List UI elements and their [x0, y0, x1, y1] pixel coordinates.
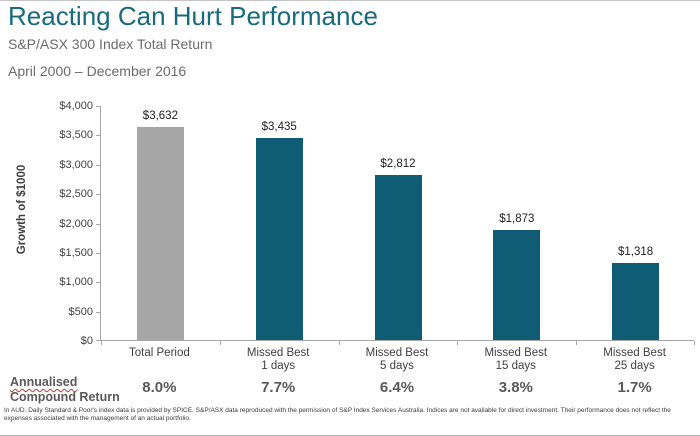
- y-tick-mark: [96, 252, 100, 254]
- y-axis-title: Growth of $1000: [16, 164, 28, 255]
- annualised-return-value: 1.7%: [617, 379, 652, 396]
- bar-3: [374, 174, 422, 340]
- bar-2: [255, 138, 303, 340]
- y-tick-label: $4,000: [59, 100, 93, 112]
- x-tick-mark: [219, 341, 221, 345]
- date-range: April 2000 – December 2016: [8, 63, 187, 79]
- y-tick-label: $3,000: [59, 158, 93, 171]
- y-tick-label: $2,000: [59, 217, 93, 230]
- y-tick-label: $3,500: [59, 129, 93, 142]
- x-tick-mark: [338, 341, 340, 345]
- bar-value-label: $1,873: [499, 212, 535, 225]
- annualised-return-value: 6.4%: [379, 379, 415, 396]
- y-tick-mark: [96, 311, 100, 313]
- y-tick-mark: [96, 106, 100, 107]
- category-axis-labels: Total Period Missed Best 1 days Missed Bes…: [100, 347, 694, 377]
- bar-1: [136, 126, 184, 340]
- annualised-return-label: Annualised Compound Return: [10, 375, 120, 405]
- y-tick-label: $2,500: [59, 188, 93, 201]
- y-tick-label: $1,500: [59, 246, 93, 259]
- x-tick-mark: [101, 341, 102, 345]
- category-label: Missed Best 25 days: [603, 347, 666, 372]
- x-tick-mark: [457, 341, 459, 345]
- bar-value-label: $1,318: [618, 245, 654, 258]
- y-tick-label: $1,000: [59, 276, 93, 289]
- chart-subtitle: S&P/ASX 300 Index Total Return: [8, 36, 213, 52]
- y-tick-mark: [96, 223, 100, 225]
- y-tick-mark: [96, 282, 100, 284]
- y-tick-mark: [96, 194, 100, 196]
- category-label: Missed Best 15 days: [484, 347, 548, 372]
- bar-value-label: $3,435: [261, 121, 297, 134]
- plot-area: $0 $500 $1,000 $1,500 $2,000 $2,500 $3,000 $3,5…: [59, 100, 695, 347]
- bar-value-label: $2,812: [380, 157, 416, 170]
- y-tick-label: $500: [68, 305, 93, 318]
- page-title: Reacting Can Hurt Performance: [8, 1, 378, 31]
- footnote: In AUD. Daily Standard & Poor's index da…: [4, 407, 671, 422]
- y-tick-mark: [96, 164, 100, 166]
- y-tick-mark: [96, 340, 100, 341]
- annualised-return-value: 8.0%: [142, 379, 177, 396]
- category-label: Missed Best 1 days: [246, 347, 310, 372]
- bar-5: [612, 262, 660, 340]
- x-tick-mark: [576, 341, 578, 345]
- annualised-label-line2: Compound Return: [10, 390, 120, 404]
- annualised-return-value: 3.8%: [498, 379, 533, 396]
- bar-4: [493, 229, 541, 340]
- y-tick-label: $0: [80, 335, 93, 347]
- bar-value-label: $3,632: [142, 109, 178, 122]
- annualised-return-row: 8.0% 7.7% 6.4% 3.8% 1.7%: [100, 379, 694, 399]
- annualised-label-line1: Annualised: [10, 375, 78, 389]
- category-label: Total Period: [129, 347, 190, 359]
- x-tick-mark: [694, 341, 695, 345]
- annualised-return-value: 7.7%: [261, 379, 296, 396]
- category-label: Missed Best 5 days: [365, 347, 429, 372]
- y-tick-mark: [96, 135, 100, 137]
